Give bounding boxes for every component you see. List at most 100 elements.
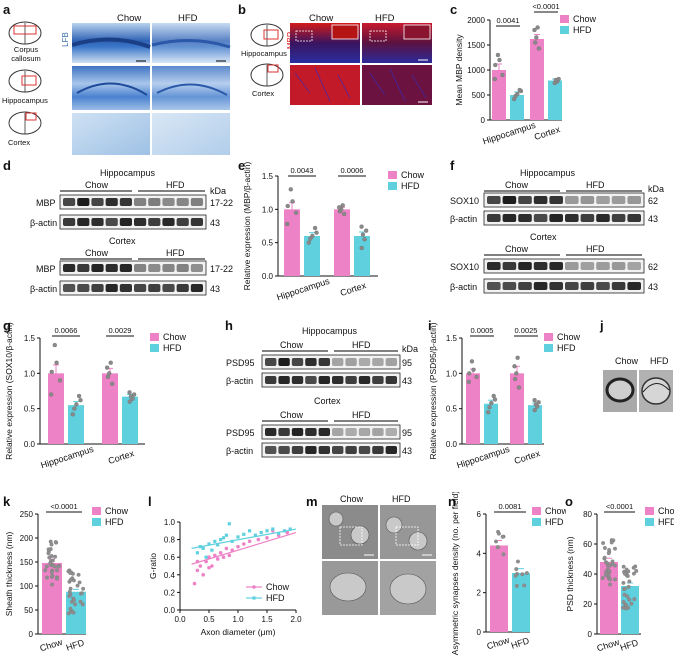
data-point xyxy=(627,579,632,584)
blot-band xyxy=(265,376,277,384)
y-tick-label: 0 xyxy=(481,116,486,125)
point-hfd xyxy=(221,536,226,540)
blot-d-loading-2: β-actin xyxy=(30,284,58,294)
panel-label-f: f xyxy=(450,158,455,173)
legend-label-chow: Chow xyxy=(573,14,597,24)
y-tick-label: 4 xyxy=(477,549,482,558)
bar-hfd-hippocampus xyxy=(304,236,320,276)
x-tick-label-cortex: Cortex xyxy=(513,448,542,466)
data-point xyxy=(493,62,498,68)
data-point xyxy=(609,540,614,545)
data-point xyxy=(631,571,636,576)
data-point xyxy=(76,572,81,577)
blot-band xyxy=(162,264,175,272)
chart-g: 0.0 0.5 1.0 1.5 0.0066 Hippocampus 0.0029 Corte… xyxy=(4,322,187,471)
point-hfd xyxy=(213,539,217,543)
blot-band xyxy=(63,264,76,272)
legend-label-hfd: HFD xyxy=(266,593,285,603)
blot-h-group2: HFD xyxy=(352,340,371,350)
legend-label-hfd: HFD xyxy=(401,181,420,191)
blot-band xyxy=(611,196,626,204)
x-tick-label: 2.0 xyxy=(290,615,302,624)
blot-band xyxy=(358,358,371,366)
legend-swatch-hfd xyxy=(645,518,654,526)
blot-band xyxy=(176,284,189,292)
data-point xyxy=(54,360,59,365)
data-point xyxy=(66,611,71,616)
panel-a-row-corpus-callosum: Corpus callosum xyxy=(11,45,41,63)
blot-band xyxy=(580,214,595,222)
brain-schematic-hippocampus xyxy=(8,69,42,93)
p-value: 0.0081 xyxy=(499,502,522,511)
data-point xyxy=(513,573,518,578)
blot-band xyxy=(134,218,147,226)
bar-chow-hippocampus xyxy=(492,70,506,120)
blot-band xyxy=(549,214,563,222)
data-point xyxy=(467,371,472,376)
blot-band xyxy=(487,262,501,270)
blot-f-size2-1: 43 xyxy=(648,214,659,224)
point-chow xyxy=(285,530,290,535)
y-tick-label: 150 xyxy=(20,558,34,567)
y-tick-label: 0.8 xyxy=(164,536,176,545)
blot-band xyxy=(611,262,626,270)
y-tick-label: 0.6 xyxy=(164,553,176,562)
x-tick-label-cortex: Cortex xyxy=(533,124,562,142)
data-point xyxy=(45,575,49,580)
blot-band xyxy=(385,376,397,384)
data-point xyxy=(108,360,113,365)
blot-band xyxy=(533,282,548,290)
blot-h-loading-2: β-actin xyxy=(226,446,254,456)
blot-h-loading-1: β-actin xyxy=(226,376,254,386)
y-tick-label: 40 xyxy=(583,570,592,579)
data-point xyxy=(314,230,319,235)
data-point xyxy=(516,385,522,390)
blot-h-size2-1: 43 xyxy=(402,376,413,386)
blot-band xyxy=(345,428,357,436)
y-tick-label: 200 xyxy=(20,534,34,543)
legend-label-chow: Chow xyxy=(545,506,566,516)
data-point xyxy=(605,561,610,566)
data-point xyxy=(306,240,311,245)
y-tick-label: 0.0 xyxy=(24,440,36,449)
data-point xyxy=(532,27,537,33)
blot-d-loading-1: β-actin xyxy=(30,218,58,228)
data-point xyxy=(49,570,54,575)
panel-b-col-hfd: HFD xyxy=(375,13,395,24)
blot-band xyxy=(265,446,277,454)
blot-band xyxy=(502,196,517,204)
legend-label-hfd: HFD xyxy=(163,343,182,353)
data-point xyxy=(606,551,611,556)
blot-band xyxy=(580,196,595,204)
panel-b-col-chow: Chow xyxy=(309,13,334,24)
data-point xyxy=(127,390,132,395)
point-chow xyxy=(236,544,240,549)
data-point xyxy=(77,580,82,585)
blot-band xyxy=(190,218,203,226)
panel-b-row-hippocampus: Hippocampus xyxy=(241,49,287,58)
blot-h-region2: Cortex xyxy=(314,396,341,406)
blot-band xyxy=(190,198,203,206)
legend-swatch-chow xyxy=(645,507,654,515)
em-myelin-images xyxy=(603,370,673,412)
data-point xyxy=(621,564,626,569)
data-point xyxy=(610,559,615,564)
blot-d-protein-1: MBP xyxy=(36,198,56,208)
blot-band xyxy=(265,428,277,436)
point-chow xyxy=(210,564,214,568)
x-tick-label-hippocampus: Hippocampus xyxy=(39,444,95,471)
data-point xyxy=(556,76,561,82)
data-point xyxy=(55,568,60,573)
blot-f-size2-2: 43 xyxy=(648,282,659,292)
blot-d-group2b: HFD xyxy=(166,248,185,258)
data-point xyxy=(288,187,293,192)
y-tick-label: 1000 xyxy=(467,66,485,75)
blot-band xyxy=(580,282,595,290)
blot-band xyxy=(105,284,118,292)
chart-i: 0.0 0.5 1.0 1.5 0.0005 Hippocampus 0.0025 Corte… xyxy=(428,322,581,470)
blot-band xyxy=(148,264,161,272)
blot-d-size2-2: 43 xyxy=(210,284,221,294)
blot-band xyxy=(549,282,563,290)
blot-d-protein-2: MBP xyxy=(36,264,56,274)
data-point xyxy=(607,547,612,552)
